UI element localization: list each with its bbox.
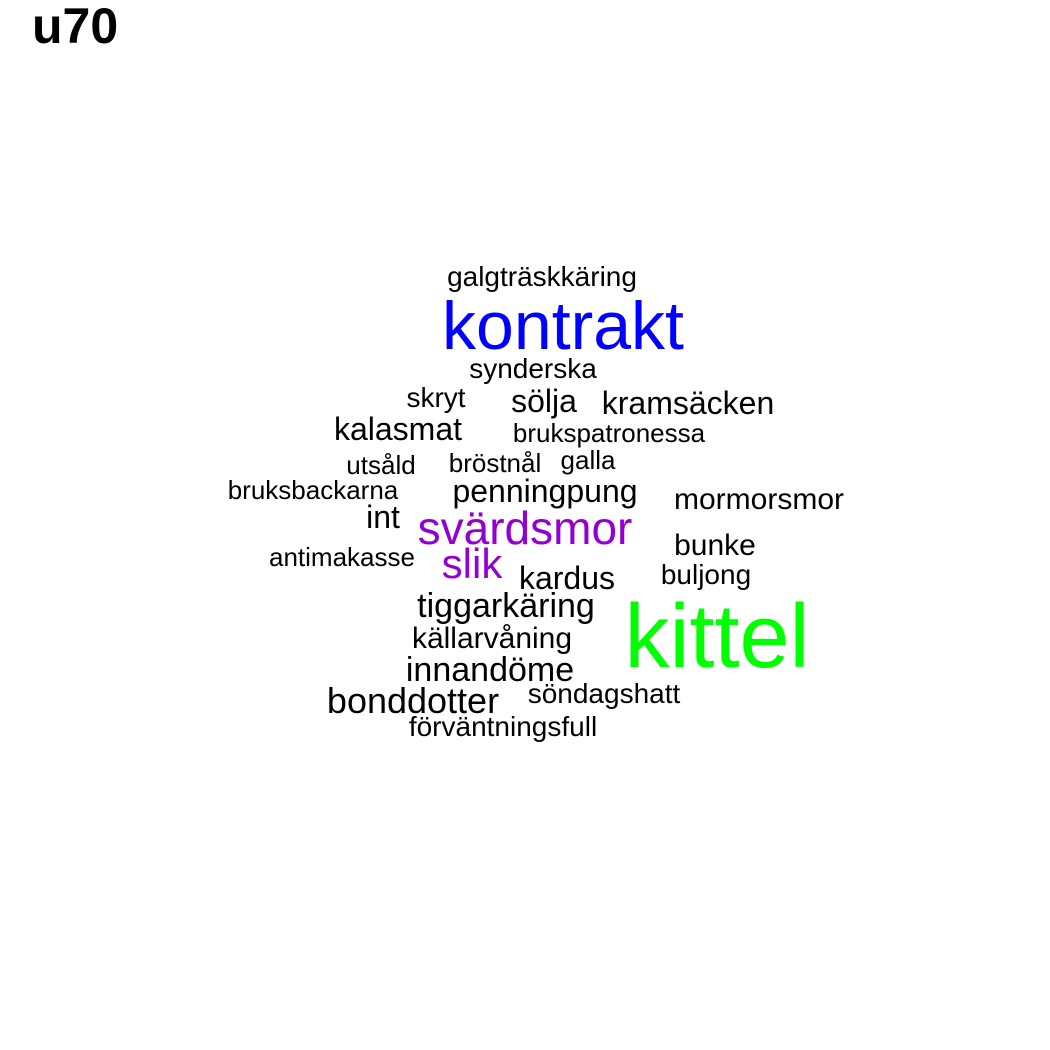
cloud-word-bruksbackarna: bruksbackarna xyxy=(227,475,399,505)
cloud-word-slik: slik xyxy=(441,540,503,587)
cloud-word-int: int xyxy=(366,499,400,535)
cloud-word-galla: galla xyxy=(560,445,616,475)
cloud-word-skryt: skryt xyxy=(406,382,466,413)
cloud-word-sondagshatt: söndagshatt xyxy=(527,678,681,709)
cloud-word-kramsacken: kramsäcken xyxy=(601,385,775,421)
cloud-word-svardsmor: svärdsmor xyxy=(417,502,633,554)
cloud-word-kittel: kittel xyxy=(624,587,810,687)
cloud-word-synderska: synderska xyxy=(469,353,597,384)
cloud-word-kontrakt: kontrakt xyxy=(442,288,684,364)
cloud-word-tiggarkaring: tiggarkäring xyxy=(417,587,595,625)
cloud-word-bonddotter: bonddotter xyxy=(326,680,500,721)
cloud-word-buljong: buljong xyxy=(660,559,752,590)
cloud-word-antimakasse: antimakasse xyxy=(269,542,415,572)
cloud-word-innandome: innandöme xyxy=(405,651,575,689)
cloud-word-kardus: kardus xyxy=(518,560,616,596)
cloud-word-brukspatronessa: brukspatronessa xyxy=(512,418,706,448)
cloud-word-kalasmat: kalasmat xyxy=(333,411,463,447)
page-title: u70 xyxy=(32,0,119,54)
cloud-word-mormorsmor: mormorsmor xyxy=(674,483,844,516)
cloud-word-utsald: utsåld xyxy=(346,450,416,480)
cloud-word-brostnal: bröstnål xyxy=(448,448,542,478)
cloud-word-kallarvaning: källarvåning xyxy=(411,622,573,655)
cloud-word-galgtraskkaring: galgträskkäring xyxy=(447,261,637,292)
cloud-word-solja: sölja xyxy=(511,383,577,419)
cloud-word-forvantningsfull: förväntningsfull xyxy=(408,711,598,742)
cloud-word-bunke: bunke xyxy=(674,529,756,562)
cloud-word-penningpung: penningpung xyxy=(452,473,638,509)
